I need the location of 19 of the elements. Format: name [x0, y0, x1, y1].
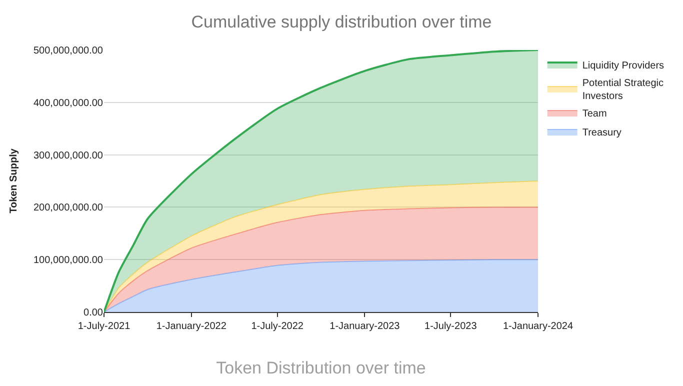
x-tick-label: 1-January-2023	[330, 321, 400, 332]
y-tick-label: 400,000,000.00	[33, 98, 104, 109]
y-tick-label: 0.00	[84, 308, 104, 318]
y-tick-label: 200,000,000.00	[33, 202, 104, 214]
y-tick-label: 500,000,000.00	[33, 46, 104, 56]
x-tick-label: 1-July-2022	[251, 321, 304, 332]
x-tick-label: 1-January-2024	[502, 321, 574, 332]
y-tick-label: 100,000,000.00	[33, 255, 104, 266]
y-tick-label: 300,000,000.00	[33, 150, 104, 162]
legend-label: Liquidity Providers	[582, 60, 664, 72]
x-tick-label: 1-July-2023	[424, 321, 478, 332]
x-axis-title: Token Distribution over time	[216, 358, 426, 378]
y-axis-title: Token Supply	[8, 148, 20, 214]
legend-label: Treasury	[582, 127, 622, 138]
x-tick-label: 1-January-2022	[156, 321, 227, 332]
legend-label: Potential Strategic Investors	[582, 78, 664, 102]
chart-title: Cumulative supply distribution over time	[191, 12, 492, 32]
legend-label: Team	[582, 108, 607, 120]
x-tick-label: 1-July-2021	[78, 321, 131, 332]
